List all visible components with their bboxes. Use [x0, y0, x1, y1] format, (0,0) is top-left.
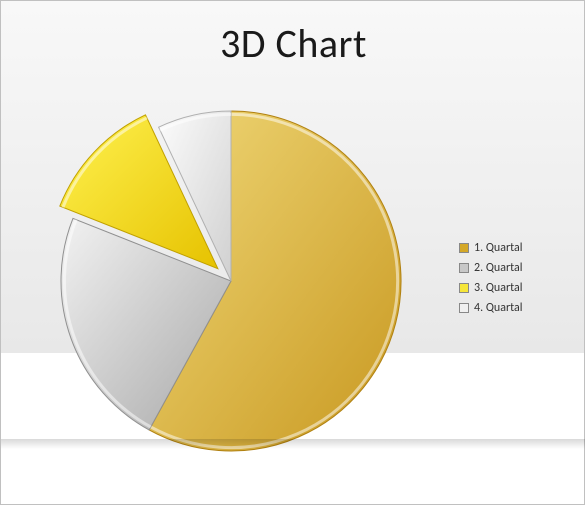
floor-shadow [1, 439, 585, 449]
legend-item-2: 2. Quartal [459, 261, 523, 275]
legend-item-3: 3. Quartal [459, 281, 523, 295]
legend-swatch [459, 243, 469, 253]
legend-swatch [459, 263, 469, 273]
legend-label: 4. Quartal [474, 301, 523, 315]
legend-item-4: 4. Quartal [459, 301, 523, 315]
chart-canvas: 3D Chart 1. Quartal 2. Quartal 3. Quartal 4… [0, 0, 585, 505]
legend-swatch [459, 283, 469, 293]
pie-chart [41, 91, 421, 471]
legend-label: 3. Quartal [474, 281, 523, 295]
legend-item-1: 1. Quartal [459, 241, 523, 255]
legend-swatch [459, 303, 469, 313]
chart-title: 3D Chart [1, 19, 585, 68]
legend-label: 2. Quartal [474, 261, 523, 275]
legend-label: 1. Quartal [474, 241, 523, 255]
legend: 1. Quartal 2. Quartal 3. Quartal 4. Quartal [459, 241, 523, 321]
